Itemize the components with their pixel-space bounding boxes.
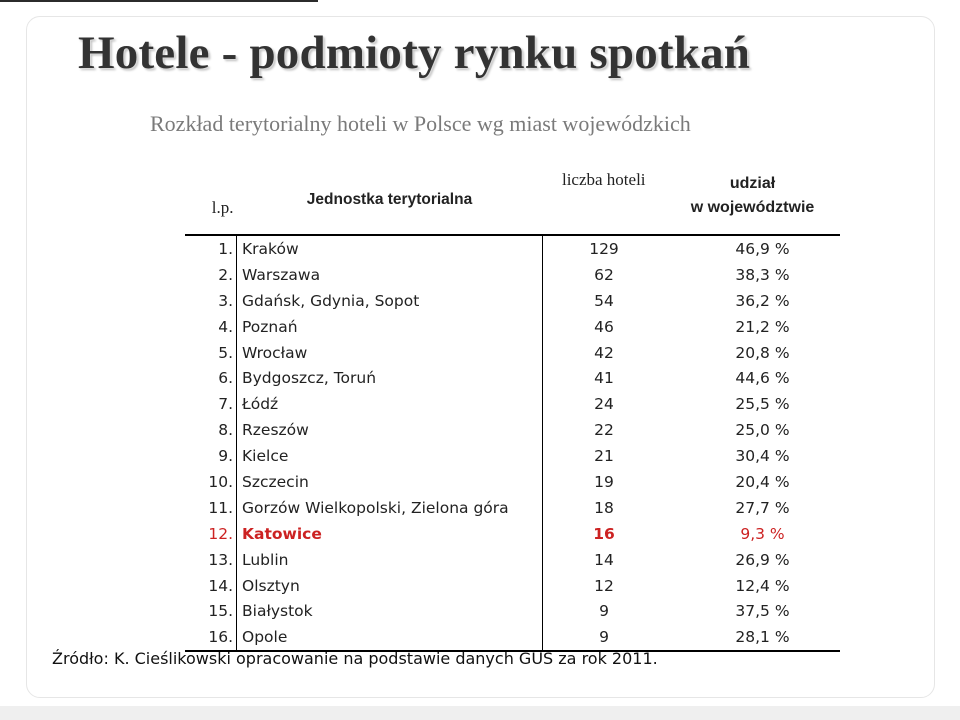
cell-unit: Olsztyn	[242, 576, 300, 595]
cell-count: 19	[542, 469, 665, 495]
cell-lp: 14.	[185, 572, 237, 599]
cell-count: 12	[542, 572, 665, 599]
table-row: 7. Łódź 24 25,5 %	[185, 391, 840, 418]
cell-count: 62	[542, 261, 665, 288]
cell-share: 27,7 %	[735, 498, 790, 517]
table-row: 1. Kraków 129 46,9 %	[185, 235, 840, 262]
table-row: 4. Poznań 46 21,2 %	[185, 313, 840, 340]
table-row: 2. Warszawa 62 38,3 %	[185, 261, 840, 288]
cell-unit: Wrocław	[242, 343, 308, 362]
cell-lp: 8.	[185, 417, 237, 444]
cell-share: 20,4 %	[735, 472, 790, 491]
table-row: 5. Wrocław 42 20,8 %	[185, 339, 840, 366]
cell-share: 46,9 %	[735, 239, 790, 258]
cell-unit: Bydgoszcz, Toruń	[242, 369, 377, 388]
cell-lp: 4.	[185, 313, 237, 340]
cell-lp: 12.	[185, 520, 237, 547]
table-row: 15. Białystok 9 37,5 %	[185, 598, 840, 625]
cell-unit: Opole	[236, 624, 543, 653]
table-header: l.p. Jednostka terytorialna liczba hotel…	[185, 156, 840, 236]
table-row: 11. Gorzów Wielkopolski, Zielona góra 18 27…	[185, 494, 840, 521]
cell-unit: Lublin	[242, 550, 289, 569]
cell-lp: 10.	[185, 469, 237, 495]
cell-unit: Gdańsk, Gdynia, Sopot	[242, 291, 420, 310]
cell-lp: 13.	[185, 546, 237, 573]
cell-count: 9	[542, 598, 665, 625]
cell-share: 12,4 %	[735, 576, 790, 595]
cell-lp: 5.	[185, 339, 237, 366]
cell-share: 21,2 %	[735, 317, 790, 336]
cell-count: 14	[542, 546, 665, 573]
cell-share: 44,6 %	[735, 369, 790, 388]
cell-count: 16	[542, 520, 665, 547]
cell-share: 26,9 %	[735, 550, 790, 569]
cell-count: 41	[542, 365, 665, 392]
cell-count: 42	[542, 339, 665, 366]
cell-share: 37,5 %	[735, 602, 790, 621]
cell-count: 9	[542, 624, 665, 653]
table-row: 8. Rzeszów 22 25,0 %	[185, 417, 840, 444]
header-share: udział w województwie	[665, 156, 840, 236]
cell-count: 46	[542, 313, 665, 340]
cell-share: 36,2 %	[735, 291, 790, 310]
cell-share: 30,4 %	[735, 447, 790, 466]
cell-unit: Łódź	[242, 395, 279, 414]
table-row: 9. Kielce 21 30,4 %	[185, 443, 840, 470]
source-note: Źródło: K. Cieślikowski opracowanie na p…	[52, 649, 658, 668]
header-lp: l.p.	[185, 156, 237, 236]
table-row: 10. Szczecin 19 20,4 %	[185, 469, 840, 495]
cell-lp: 3.	[185, 287, 237, 314]
cell-unit: Szczecin	[242, 472, 309, 491]
cell-count: 129	[542, 235, 665, 262]
slide-frame	[26, 16, 935, 698]
header-unit: Jednostka terytorialna	[236, 156, 543, 236]
table-body: 1. Kraków 129 46,9 % 2. Warszawa 62 38,3 % 3. Gda…	[185, 235, 840, 653]
table-row: 13. Lublin 14 26,9 %	[185, 546, 840, 573]
slide-title: Hotele - podmioty rynku spotkań	[78, 27, 751, 79]
cell-count: 24	[542, 391, 665, 418]
cell-unit: Poznań	[242, 317, 298, 336]
cell-share: 38,3 %	[735, 265, 790, 284]
cell-count: 54	[542, 287, 665, 314]
cell-count: 18	[542, 494, 665, 521]
cell-unit: Rzeszów	[242, 421, 309, 440]
cell-share: 9,3 %	[740, 524, 785, 543]
cell-share: 25,0 %	[735, 421, 790, 440]
header-share-line2: w województwie	[690, 199, 815, 216]
cell-share: 25,5 %	[735, 395, 790, 414]
cell-unit: Katowice	[242, 524, 322, 543]
slide-subtitle: Rozkład terytorialny hoteli w Polsce wg …	[150, 111, 691, 136]
cell-unit: Warszawa	[242, 265, 321, 284]
cell-lp: 16.	[185, 624, 237, 653]
cell-lp: 1.	[185, 235, 237, 262]
cell-lp: 15.	[185, 598, 237, 625]
cell-lp: 7.	[185, 391, 237, 418]
cell-lp: 9.	[185, 443, 237, 470]
table-row: 12. Katowice 16 9,3 %	[185, 520, 840, 547]
cell-share: 20,8 %	[735, 343, 790, 362]
cell-share: 28,1 %	[665, 624, 840, 653]
cell-unit: Białystok	[242, 602, 313, 621]
table-row: 16. Opole 9 28,1 %	[185, 624, 840, 653]
cell-lp: 2.	[185, 261, 237, 288]
top-accent-bar	[0, 0, 318, 2]
cell-unit: Gorzów Wielkopolski, Zielona góra	[242, 498, 509, 517]
table-row: 6. Bydgoszcz, Toruń 41 44,6 %	[185, 365, 840, 392]
cell-unit: Kraków	[242, 239, 299, 258]
cell-lp: 11.	[185, 494, 237, 521]
cell-count: 21	[542, 443, 665, 470]
cell-count: 22	[542, 417, 665, 444]
table-row: 14. Olsztyn 12 12,4 %	[185, 572, 840, 599]
cell-unit: Kielce	[242, 447, 289, 466]
header-share-line1: udział	[729, 175, 776, 192]
hotels-table: l.p. Jednostka terytorialna liczba hotel…	[185, 156, 840, 653]
footer-band	[0, 706, 960, 720]
cell-lp: 6.	[185, 365, 237, 392]
header-count: liczba hoteli	[542, 156, 665, 236]
table-row: 3. Gdańsk, Gdynia, Sopot 54 36,2 %	[185, 287, 840, 314]
